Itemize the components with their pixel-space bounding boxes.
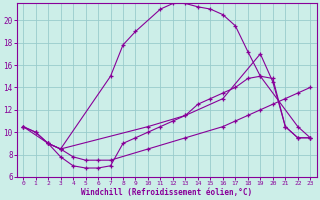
X-axis label: Windchill (Refroidissement éolien,°C): Windchill (Refroidissement éolien,°C) (81, 188, 252, 197)
